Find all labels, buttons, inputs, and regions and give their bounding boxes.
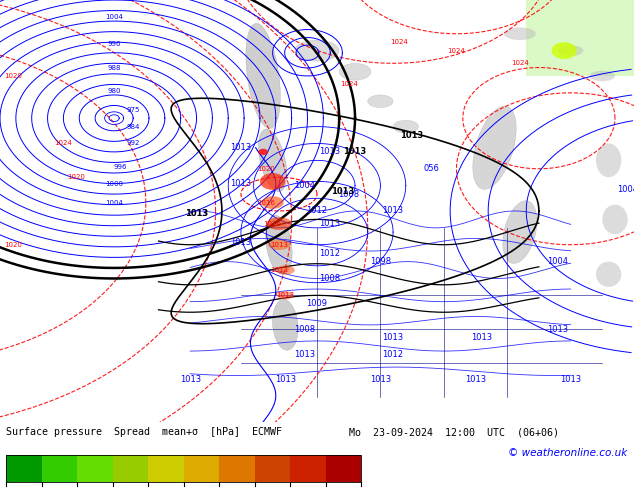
Text: 1004: 1004 xyxy=(105,14,123,20)
Ellipse shape xyxy=(552,42,577,59)
Text: 1008: 1008 xyxy=(294,324,315,334)
Text: 1012: 1012 xyxy=(306,206,328,216)
Text: 1013: 1013 xyxy=(270,242,288,248)
Text: 1013: 1013 xyxy=(370,375,391,384)
Bar xyxy=(326,455,361,482)
Text: 1013: 1013 xyxy=(186,209,207,218)
Text: 1013: 1013 xyxy=(401,130,424,140)
Ellipse shape xyxy=(295,40,339,61)
Text: 1013: 1013 xyxy=(179,375,201,384)
Ellipse shape xyxy=(266,215,292,274)
Ellipse shape xyxy=(266,217,292,230)
Bar xyxy=(290,455,326,482)
Text: 1016: 1016 xyxy=(257,199,275,205)
Text: 1013: 1013 xyxy=(382,333,404,342)
Text: 996: 996 xyxy=(113,164,127,170)
Ellipse shape xyxy=(268,240,290,250)
Text: 1098: 1098 xyxy=(370,257,391,266)
Text: 1013: 1013 xyxy=(382,206,404,216)
Bar xyxy=(255,455,290,482)
Ellipse shape xyxy=(259,149,268,155)
Text: 1024: 1024 xyxy=(448,48,465,53)
FancyBboxPatch shape xyxy=(526,0,634,76)
Ellipse shape xyxy=(590,71,615,81)
Text: 1013: 1013 xyxy=(294,350,315,359)
Text: 1008: 1008 xyxy=(319,274,340,283)
Bar xyxy=(77,455,113,482)
Text: 1020: 1020 xyxy=(4,73,22,79)
Ellipse shape xyxy=(393,120,418,133)
Text: Surface pressure  Spread  mean+σ  [hPa]  ECMWF: Surface pressure Spread mean+σ [hPa] ECM… xyxy=(6,427,282,438)
Text: 1013: 1013 xyxy=(230,238,252,247)
Text: 1016: 1016 xyxy=(264,220,281,227)
Text: 1013: 1013 xyxy=(230,143,252,152)
Text: 1008: 1008 xyxy=(338,190,359,198)
Text: 1004: 1004 xyxy=(617,185,634,195)
Bar xyxy=(113,455,148,482)
Text: 1013: 1013 xyxy=(230,179,252,188)
Ellipse shape xyxy=(596,262,621,287)
Ellipse shape xyxy=(259,129,287,192)
Ellipse shape xyxy=(368,95,393,108)
Ellipse shape xyxy=(278,291,293,299)
Text: 056: 056 xyxy=(423,164,439,173)
Text: 1013: 1013 xyxy=(319,219,340,228)
Text: 1004: 1004 xyxy=(105,199,123,205)
Text: 992: 992 xyxy=(126,141,140,147)
Ellipse shape xyxy=(504,27,536,40)
Text: 1013: 1013 xyxy=(344,147,366,156)
Text: 1013: 1013 xyxy=(270,267,288,273)
Ellipse shape xyxy=(339,63,371,80)
Text: © weatheronline.co.uk: © weatheronline.co.uk xyxy=(508,447,628,458)
Ellipse shape xyxy=(503,201,537,264)
Ellipse shape xyxy=(276,266,295,275)
Bar xyxy=(42,455,77,482)
Ellipse shape xyxy=(246,24,280,128)
Bar xyxy=(6,455,361,482)
Ellipse shape xyxy=(261,196,284,209)
Text: 975: 975 xyxy=(126,107,140,113)
Text: 1004: 1004 xyxy=(547,257,569,266)
Text: 1012: 1012 xyxy=(319,248,340,258)
Text: 1013: 1013 xyxy=(275,375,296,384)
Text: 1013: 1013 xyxy=(276,293,294,298)
Text: 984: 984 xyxy=(126,123,140,129)
Text: 1013: 1013 xyxy=(471,333,493,342)
Bar xyxy=(6,455,42,482)
Text: Mo  23-09-2024  12:00  UTC  (06+06): Mo 23-09-2024 12:00 UTC (06+06) xyxy=(349,427,559,438)
Text: 1020: 1020 xyxy=(257,166,275,172)
Text: 1020: 1020 xyxy=(67,174,85,180)
Text: 1000: 1000 xyxy=(105,180,123,187)
Ellipse shape xyxy=(260,173,285,190)
Bar xyxy=(184,455,219,482)
Text: 1024: 1024 xyxy=(55,141,72,147)
Text: 1024: 1024 xyxy=(511,60,529,66)
Bar xyxy=(219,455,255,482)
Text: 988: 988 xyxy=(107,65,121,71)
Text: 1020: 1020 xyxy=(4,242,22,248)
Ellipse shape xyxy=(473,106,516,189)
Text: 1024: 1024 xyxy=(340,81,358,87)
Text: 1013: 1013 xyxy=(560,375,581,384)
Text: 1013: 1013 xyxy=(547,324,569,334)
Text: 1013: 1013 xyxy=(319,147,340,156)
Text: 1004: 1004 xyxy=(294,181,315,190)
Text: 1024: 1024 xyxy=(391,39,408,45)
Text: 1013: 1013 xyxy=(465,375,486,384)
Text: 1009: 1009 xyxy=(306,299,328,308)
Ellipse shape xyxy=(602,205,628,234)
Text: 996: 996 xyxy=(107,41,121,48)
Text: 1013: 1013 xyxy=(185,209,208,218)
Ellipse shape xyxy=(596,144,621,177)
Text: 1012: 1012 xyxy=(382,350,404,359)
Text: 1013: 1013 xyxy=(331,188,354,196)
Text: 980: 980 xyxy=(107,88,121,94)
Bar xyxy=(148,455,184,482)
Ellipse shape xyxy=(273,299,298,350)
Ellipse shape xyxy=(558,46,583,56)
